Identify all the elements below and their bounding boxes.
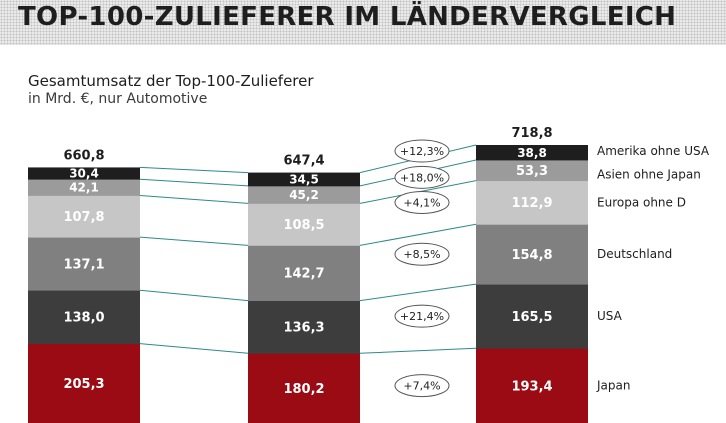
connector-asien-ohne-japan-1	[139, 178, 249, 187]
value-label-asien-ohne-japan-1: 42,1	[69, 181, 99, 195]
value-label-deutschland-2: 142,7	[283, 267, 324, 282]
value-label-japan-2: 180,2	[283, 382, 324, 397]
value-label-europa-ohne-d-1: 107,8	[63, 210, 104, 225]
value-label-usa-2: 136,3	[283, 321, 324, 336]
chart-subtitle: in Mrd. €, nur Automotive	[28, 91, 208, 107]
bar-segment-deutschland-1	[28, 237, 140, 291]
value-label-deutschland-1: 137,1	[63, 257, 104, 272]
growth-badge-asien-ohne-japan	[394, 165, 450, 189]
growth-badge-japan	[394, 374, 450, 398]
value-label-japan-3: 193,4	[511, 379, 552, 394]
bar-segment-asien-ohne-japan-2	[248, 185, 360, 204]
growth-label-japan: +7,4%	[403, 380, 440, 393]
bar-segment-amerika-ohne-usa-2	[248, 172, 360, 187]
connector-japan-2	[359, 347, 477, 354]
total-label-3: 718,8	[511, 126, 552, 141]
bar-segment-deutschland-2	[248, 245, 360, 301]
total-label-1: 660,8	[63, 148, 104, 163]
bar-segment-amerika-ohne-usa-1	[28, 167, 140, 180]
legend-label-usa: USA	[597, 309, 623, 323]
connector-usa-2	[359, 283, 477, 302]
growth-badge-deutschland	[394, 242, 450, 266]
growth-label-usa: +21,4%	[400, 310, 444, 323]
bar-segment-usa-3	[476, 284, 588, 349]
growth-label-europa-ohne-d: +4,1%	[403, 196, 440, 209]
page-title: TOP-100-ZULIEFERER IM LÄNDERVERGLEICH	[18, 2, 677, 32]
connector-deutschland-2	[359, 223, 477, 246]
value-label-usa-3: 165,5	[511, 310, 552, 325]
connector-europa-ohne-d-1	[139, 194, 249, 204]
growth-label-asien-ohne-japan: +18,0%	[400, 171, 444, 184]
growth-badge-amerika-ohne-usa	[394, 139, 450, 163]
value-label-europa-ohne-d-3: 112,9	[511, 196, 552, 211]
chart-title: Gesamtumsatz der Top-100-Zulieferer	[28, 72, 314, 90]
bar-segment-amerika-ohne-usa-3	[476, 145, 588, 161]
bar-segment-asien-ohne-japan-3	[476, 160, 588, 182]
value-label-asien-ohne-japan-3: 53,3	[516, 164, 548, 179]
bar-segment-deutschland-3	[476, 224, 588, 285]
bar-segment-europa-ohne-d-2	[248, 203, 360, 246]
bar-segment-asien-ohne-japan-1	[28, 179, 140, 196]
growth-label-deutschland: +8,5%	[403, 248, 440, 261]
connector-amerika-ohne-usa-1	[139, 166, 249, 174]
legend-label-amerika-ohne-usa: Amerika ohne USA	[597, 144, 710, 158]
legend-label-deutschland: Deutschland	[597, 247, 672, 261]
value-label-amerika-ohne-usa-3: 38,8	[517, 146, 547, 160]
total-label-2: 647,4	[283, 154, 324, 169]
connector-japan-1	[139, 343, 249, 354]
bar-segment-usa-2	[248, 300, 360, 354]
legend-label-japan: Japan	[596, 379, 630, 393]
title-banner: TOP-100-ZULIEFERER IM LÄNDERVERGLEICH	[0, 0, 726, 45]
legend-label-europa-ohne-d: Europa ohne D	[597, 195, 686, 209]
value-label-japan-1: 205,3	[63, 377, 104, 392]
bar-segment-japan-1	[28, 343, 140, 423]
value-label-deutschland-3: 154,8	[511, 248, 552, 263]
value-label-amerika-ohne-usa-1: 30,4	[69, 167, 99, 181]
bar-segment-europa-ohne-d-3	[476, 180, 588, 225]
value-label-amerika-ohne-usa-2: 34,5	[289, 173, 319, 187]
connector-deutschland-1	[139, 236, 249, 246]
bar-segment-japan-2	[248, 353, 360, 423]
legend-label-asien-ohne-japan: Asien ohne Japan	[597, 167, 701, 181]
bar-segment-europa-ohne-d-1	[28, 195, 140, 238]
bar-segment-japan-3	[476, 348, 588, 423]
value-label-asien-ohne-japan-2: 45,2	[289, 188, 319, 202]
connector-usa-1	[139, 289, 249, 302]
growth-label-amerika-ohne-usa: +12,3%	[400, 145, 444, 158]
growth-badge-europa-ohne-d	[394, 190, 450, 214]
growth-badge-usa	[394, 304, 450, 328]
value-label-usa-1: 138,0	[63, 311, 104, 326]
value-label-europa-ohne-d-2: 108,5	[283, 218, 324, 233]
bar-segment-usa-1	[28, 290, 140, 344]
